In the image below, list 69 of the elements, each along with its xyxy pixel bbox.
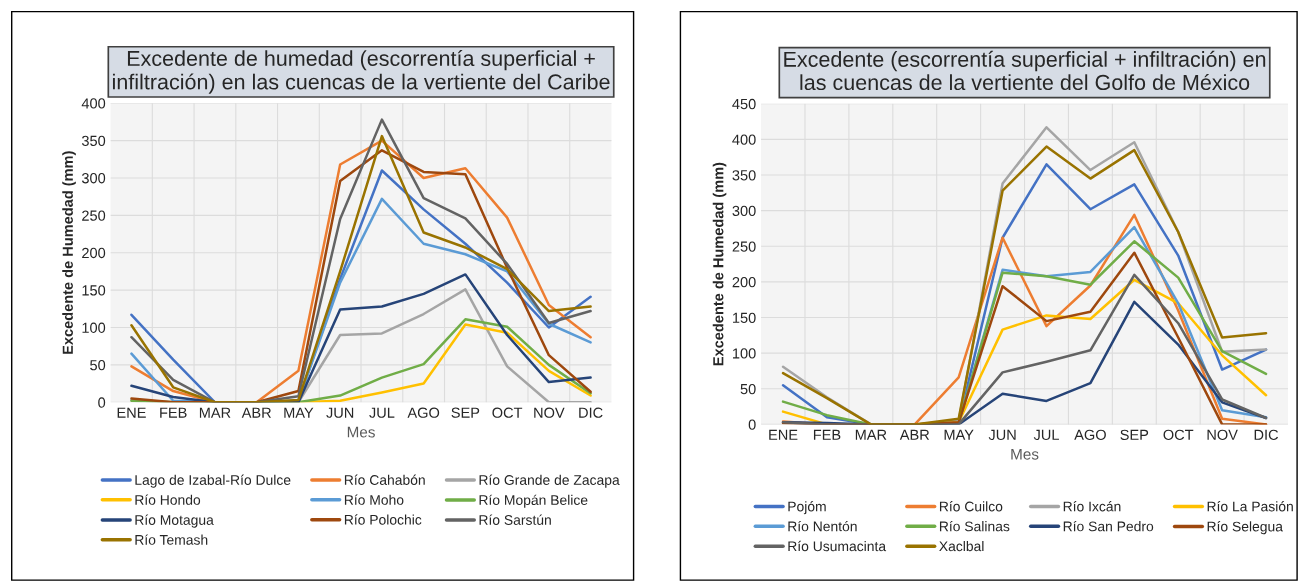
y-tick-label: 150 (733, 312, 756, 323)
legend-label: Río Grande de Zacapa (479, 474, 620, 488)
x-tick-label: JUL (1033, 429, 1059, 440)
x-tick-label: NOV (1207, 429, 1238, 440)
y-tick-label: 150 (82, 285, 106, 296)
x-tick-label: AGO (407, 407, 440, 418)
x-tick-label: DIC (579, 407, 603, 418)
x-tick-label: ENE (117, 407, 146, 418)
legend-label: Río Selegua (1207, 521, 1283, 535)
x-tick-label: SEP (451, 407, 480, 418)
x-tick-label: FEB (813, 429, 841, 440)
x-axis-title: Mes (1011, 449, 1039, 460)
legend-label: Río Motagua (135, 514, 214, 528)
legend-label: Río Salinas (939, 520, 1010, 532)
y-tick-label: 350 (81, 135, 106, 146)
y-tick-label: 100 (82, 322, 106, 333)
x-tick-label: SEP (1120, 429, 1149, 440)
y-tick-label: 300 (81, 173, 106, 184)
x-tick-label: ENE (769, 429, 798, 440)
legend-label: Río Mopán Belice (479, 494, 588, 508)
legend-label: Lago de Izabal-Río Dulce (135, 474, 291, 488)
legend-label: Río Ixcán (1063, 501, 1121, 512)
legend-label: Río San Pedro (1063, 520, 1154, 532)
y-tick-label: 350 (732, 170, 756, 181)
x-tick-label: FEB (160, 407, 187, 418)
y-tick-label: 0 (98, 397, 106, 408)
chart-title: Excedente (escorrentía superficial + infiltración) en las cuencas de la vertiente del Golfo de México (784, 50, 1266, 91)
y-axis-title: Excedente de Humedad (mm) (712, 162, 727, 366)
x-tick-label: AGO (1074, 429, 1106, 440)
legend-label: Río Hondo (135, 494, 201, 505)
x-tick-label: MAR (199, 407, 231, 418)
y-tick-label: 200 (82, 247, 106, 259)
y-tick-label: 450 (732, 98, 756, 110)
x-tick-label: ABR (241, 407, 271, 418)
legend-label: Río Nentón (788, 520, 857, 532)
legend-label: Río Usumacinta (788, 540, 887, 552)
legend-label: Pojóm (788, 501, 826, 515)
x-axis-title: Mes (347, 426, 375, 438)
x-tick-label: JUN (988, 429, 1016, 440)
y-tick-label: 100 (733, 348, 756, 359)
y-tick-label: 50 (90, 359, 106, 371)
x-tick-label: MAY (944, 429, 974, 440)
y-tick-label: 250 (82, 210, 106, 221)
x-tick-label: MAY (284, 407, 314, 418)
legend-label: Río Sarstún (479, 514, 551, 525)
y-tick-label: 400 (81, 98, 106, 109)
legend-label: Río Cahabón (344, 474, 425, 485)
y-tick-label: 0 (748, 419, 756, 430)
x-tick-label: NOV (534, 407, 565, 418)
y-tick-label: 300 (732, 205, 756, 217)
legend-label: Río Polochic (344, 514, 422, 525)
x-tick-label: ABR (899, 429, 930, 440)
x-tick-label: OCT (1163, 429, 1194, 440)
y-tick-label: 400 (732, 134, 756, 145)
x-tick-label: JUL (369, 407, 395, 418)
y-tick-label: 250 (732, 241, 756, 252)
legend-label: Río Temash (135, 534, 208, 545)
x-tick-label: MAR (855, 429, 887, 440)
x-tick-label: JUN (326, 407, 354, 418)
legend-label: Río La Pasión (1207, 501, 1293, 512)
chart-title: Excedente de humedad (escorrentía superficial + infiltración) en las cuencas de la vertiente del Caribe (112, 49, 610, 94)
x-tick-label: OCT (492, 407, 523, 418)
y-axis-title: Excedente de Humedad (mm) (62, 151, 76, 354)
y-tick-label: 200 (732, 277, 756, 288)
legend-label: Río Moho (344, 494, 404, 505)
legend-label: Río Cuilco (939, 501, 1003, 512)
y-tick-label: 50 (740, 383, 756, 395)
legend-label: Xaclbal (939, 541, 984, 552)
x-tick-label: DIC (1254, 429, 1279, 440)
